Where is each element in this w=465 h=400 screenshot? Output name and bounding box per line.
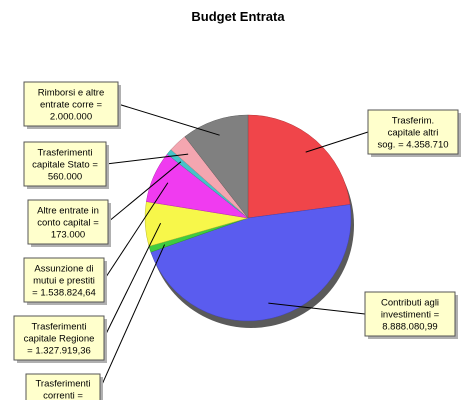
pie-slice-2 bbox=[150, 204, 352, 322]
slice-leader-line bbox=[103, 222, 162, 339]
slice-label-box bbox=[367, 109, 459, 155]
slice-label-text: correnti = bbox=[43, 391, 83, 400]
slice-label-box bbox=[23, 257, 105, 303]
slice-leader-line bbox=[117, 103, 220, 136]
slice-label-text: 8.888.080,99 bbox=[382, 322, 437, 333]
slice-label-text: = 1.538.824,64 bbox=[32, 288, 96, 299]
slice-label-text: capitale Regione bbox=[24, 334, 95, 345]
slice-label-text: conto capital = bbox=[37, 218, 99, 229]
slice-label-text: Trasferimenti bbox=[35, 379, 90, 390]
slice-leader-line bbox=[105, 153, 189, 165]
slice-label-text: Trasferimenti bbox=[31, 322, 86, 333]
slice-label-text: Rimborsi e altre bbox=[38, 88, 105, 99]
slice-label-box bbox=[23, 81, 119, 127]
slice-label-text: 173.000 bbox=[51, 230, 85, 241]
slice-leader-line bbox=[268, 302, 366, 315]
slice-label-text: capitale Stato = bbox=[32, 160, 98, 171]
slice-label-text: 2.000.000 bbox=[50, 112, 92, 123]
slice-label-text: Trasferim. bbox=[392, 116, 434, 127]
slice-label-box bbox=[364, 291, 456, 337]
slice-label-text: capitale altri bbox=[388, 128, 439, 139]
slice-label-text: Contributi agli bbox=[381, 298, 439, 309]
pie-slice-8 bbox=[184, 114, 249, 219]
slice-label-text: entrate corre = bbox=[40, 100, 102, 111]
slice-label-box bbox=[25, 373, 101, 400]
slice-label-box bbox=[27, 199, 109, 245]
slice-label-text: mutui e prestiti bbox=[33, 276, 95, 287]
slice-leader-line bbox=[107, 161, 182, 223]
slice-label-text: Altre entrate in bbox=[37, 206, 99, 217]
slice-label-box bbox=[13, 315, 105, 361]
slice-leader-line bbox=[99, 244, 166, 390]
slice-leader-line bbox=[305, 131, 369, 153]
slice-leader-line bbox=[103, 182, 169, 281]
slice-label-text: 560.000 bbox=[48, 172, 82, 183]
chart-title: Budget Entrata bbox=[191, 9, 285, 24]
pie-slice-1 bbox=[247, 114, 351, 219]
slice-label-text: sog. = 4.358.710 bbox=[377, 140, 448, 151]
slice-label-text: Assunzione di bbox=[34, 264, 93, 275]
slice-label-text: investimenti = bbox=[381, 310, 440, 321]
slice-label-box bbox=[23, 141, 107, 187]
slice-label-text: Trasferimenti bbox=[37, 148, 92, 159]
slice-label-text: = 1.327.919,36 bbox=[27, 346, 91, 357]
